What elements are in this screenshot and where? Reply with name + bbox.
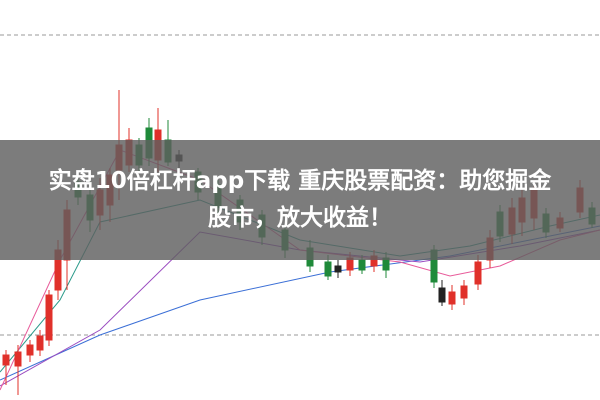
title-banner: 实盘10倍杠杆app下载 重庆股票配资：助您掘金 股市，放大收益！: [0, 140, 600, 260]
candle: [448, 291, 456, 305]
candle: [26, 344, 34, 356]
candle: [14, 351, 22, 367]
candle: [45, 294, 53, 341]
candle: [36, 335, 44, 351]
candle: [358, 259, 366, 271]
candle: [324, 261, 332, 277]
candle: [438, 287, 446, 303]
candle: [474, 261, 482, 285]
title-line: 股市，放大收益！: [208, 205, 392, 231]
candle: [334, 265, 342, 273]
candle: [2, 354, 10, 366]
title-line: 实盘10倍杠杆app下载 重庆股票配资：助您掘金: [48, 168, 552, 194]
candle: [460, 285, 468, 299]
